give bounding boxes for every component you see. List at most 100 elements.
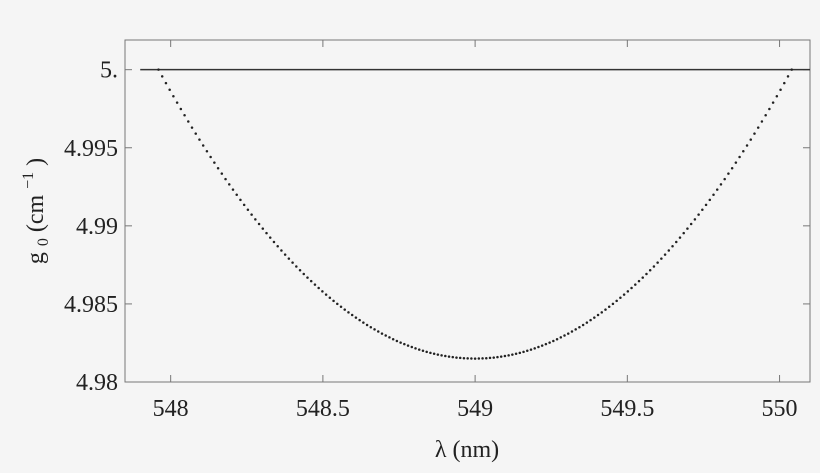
y-tick-label: 4.995	[64, 136, 118, 162]
series-dotted-point	[455, 356, 458, 359]
series-dotted-point	[585, 321, 589, 324]
series-dotted-point	[272, 240, 276, 244]
series-dotted-point	[246, 208, 250, 212]
series-dotted-point	[328, 296, 332, 300]
series-dotted-point	[656, 261, 659, 264]
series-dotted-point	[261, 227, 265, 230]
series-dotted-point	[365, 323, 369, 327]
series-dotted-point	[160, 75, 164, 78]
series-dotted-point	[473, 357, 477, 360]
series-dotted-point	[313, 283, 317, 286]
series-dotted-point	[429, 351, 432, 355]
series-dotted-point	[164, 81, 168, 85]
series-dotted-point	[354, 316, 358, 319]
series-dotted-point	[425, 350, 428, 354]
series-dotted-point	[309, 279, 313, 283]
y-tick-label: 5.	[100, 58, 118, 84]
series-dotted-point	[596, 313, 600, 317]
series-dotted-point	[358, 318, 361, 322]
series-dotted-point	[753, 132, 756, 135]
series-dotted-point	[231, 188, 235, 191]
y-axis-label-unit-close: )	[23, 158, 49, 166]
series-dotted-point	[630, 286, 633, 290]
y-tick-label: 4.98	[76, 370, 118, 396]
series-dotted-point	[298, 268, 302, 272]
series-dotted-point	[157, 68, 160, 71]
series-dotted-point	[201, 144, 205, 147]
series-dotted-point	[645, 272, 648, 276]
series-dotted-point	[756, 126, 760, 129]
series-dotted-point	[742, 150, 745, 153]
series-dotted-point	[391, 337, 395, 341]
y-tick-label: 4.99	[76, 214, 118, 240]
series-dotted-point	[578, 325, 581, 329]
series-dotted-point	[552, 339, 555, 343]
y-tick-label: 4.985	[64, 292, 118, 318]
series-dotted-point	[451, 355, 455, 359]
series-dotted-point	[581, 323, 585, 327]
series-dotted-point	[458, 356, 462, 360]
series-dotted-point	[496, 355, 499, 359]
series-dotted-point	[462, 356, 466, 360]
series-dotted-point	[779, 88, 782, 91]
series-dotted-point	[749, 138, 753, 141]
series-dotted-point	[190, 126, 194, 129]
series-dotted-point	[622, 293, 626, 296]
series-group	[140, 68, 810, 360]
series-dotted-point	[216, 166, 220, 170]
series-dotted-point	[317, 286, 320, 290]
x-tick-label: 548	[153, 396, 189, 422]
series-dotted-point	[727, 172, 730, 175]
series-dotted-point	[395, 339, 399, 343]
series-dotted-point	[548, 341, 551, 344]
series-dotted-point	[712, 193, 715, 197]
series-dotted-point	[321, 290, 324, 293]
series-dotted-point	[764, 114, 767, 117]
series-dotted-point	[563, 334, 566, 337]
x-tick-label: 549.5	[600, 396, 654, 422]
series-dotted-point	[522, 350, 525, 354]
series-dotted-point	[205, 150, 209, 153]
series-dotted-point	[783, 81, 786, 85]
series-dotted-point	[734, 161, 738, 164]
series-dotted-point	[667, 249, 671, 252]
series-dotted-point	[179, 107, 183, 111]
series-dotted-point	[306, 276, 309, 279]
series-dotted-point	[574, 328, 577, 331]
series-dotted-point	[485, 356, 488, 360]
series-dotted-point	[704, 203, 708, 207]
series-dotted-point	[589, 318, 592, 322]
series-dotted-point	[730, 166, 734, 170]
series-dotted-point	[209, 155, 212, 159]
series-dotted-point	[786, 75, 790, 78]
series-dotted-point	[708, 198, 712, 202]
series-dotted-point	[488, 356, 492, 360]
series-dotted-point	[436, 353, 440, 356]
series-dotted-point	[384, 334, 387, 337]
x-tick-label: 550	[762, 396, 798, 422]
series-dotted-point	[540, 344, 544, 347]
series-dotted-point	[689, 222, 693, 226]
series-dotted-point	[175, 101, 179, 104]
series-dotted-point	[678, 236, 682, 239]
plot-frame	[124, 39, 811, 383]
series-dotted-point	[637, 279, 641, 283]
series-dotted-point	[768, 107, 771, 111]
y-axis-label-base: g	[23, 252, 49, 264]
series-dotted-point	[257, 222, 261, 226]
series-dotted-point	[339, 305, 343, 309]
series-dotted-point	[250, 213, 253, 216]
series-dotted-point	[652, 265, 656, 268]
series-dotted-point	[466, 357, 469, 360]
series-dotted-point	[239, 198, 242, 202]
series-dotted-point	[343, 308, 346, 311]
series-dotted-point	[362, 321, 365, 324]
series-dotted-point	[526, 349, 529, 352]
series-dotted-point	[295, 265, 298, 268]
series-dotted-point	[619, 296, 622, 300]
series-dotted-point	[403, 342, 406, 346]
series-dotted-point	[302, 272, 306, 276]
series-dotted-point	[291, 261, 294, 264]
series-dotted-point	[790, 68, 793, 71]
